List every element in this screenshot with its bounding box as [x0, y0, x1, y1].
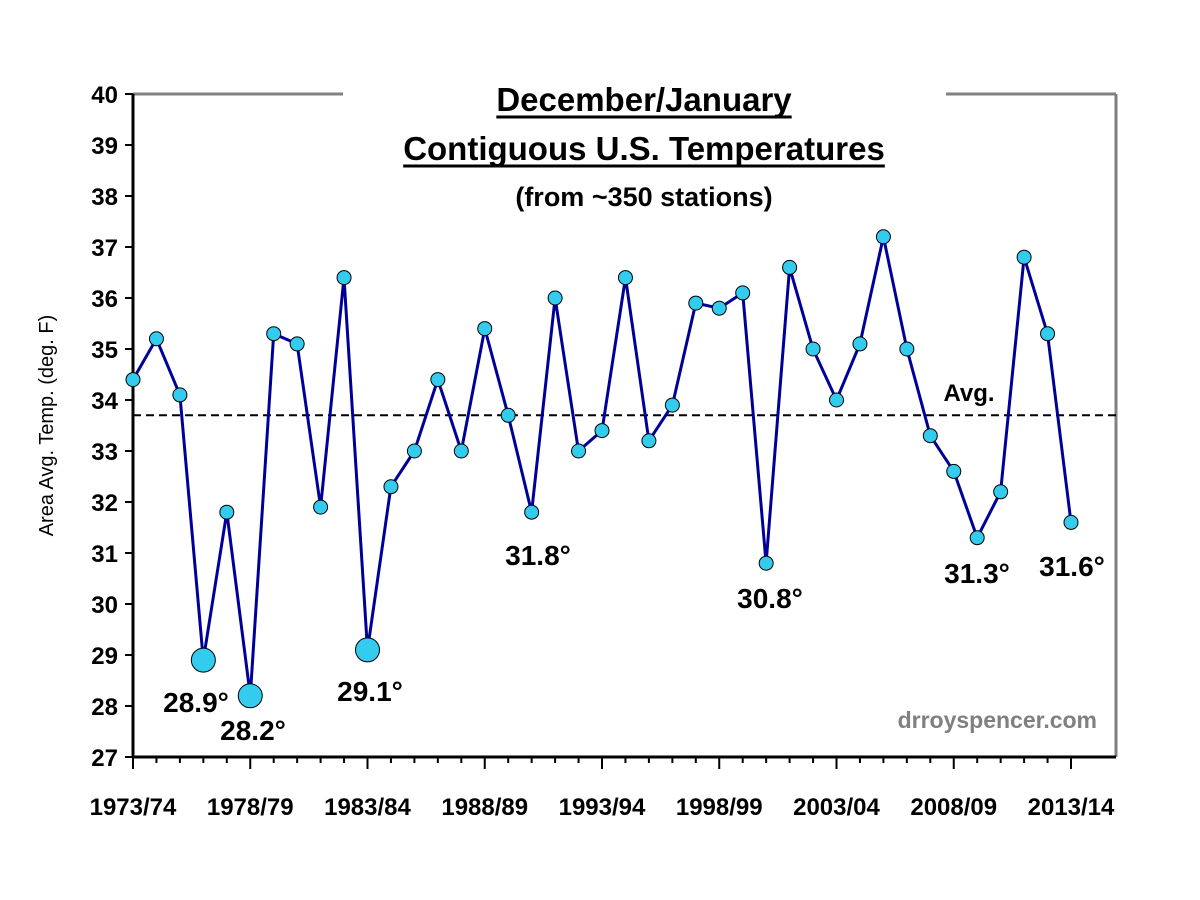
data-point	[1063, 514, 1079, 530]
point-annotation: 31.3°	[944, 558, 1010, 589]
annotations: 28.9°28.2° 29.1° 31.8° 30.8° 31.3° 31.6° drroy…	[163, 540, 1105, 746]
highlighted-point	[237, 683, 263, 709]
chart-subtitle: Contiguous U.S. Temperatures	[403, 130, 885, 167]
data-point	[758, 555, 774, 571]
data-point	[969, 530, 985, 546]
data-point	[852, 336, 868, 352]
data-point	[383, 479, 399, 495]
data-point	[453, 443, 469, 459]
point-annotation: 31.8°	[505, 540, 571, 571]
data-point	[805, 341, 821, 357]
y-tick-label: 29	[91, 643, 118, 670]
chart-title: December/January	[496, 81, 792, 118]
y-tick-label: 31	[91, 541, 118, 568]
point-annotation: 29.1°	[337, 676, 403, 707]
axes: 27 28 29 30 31 32 33 34 35 36 37 38 39 40 1973/74 1978/…	[36, 82, 1116, 821]
data-point	[782, 259, 798, 275]
y-tick-label: 32	[91, 490, 118, 517]
average-reference: Avg.	[133, 380, 1116, 417]
data-point	[172, 387, 188, 403]
data-point	[1016, 249, 1032, 265]
point-annotation: 31.6°	[1039, 551, 1105, 582]
x-tick-label: 1988/89	[441, 794, 528, 821]
highlighted-point	[190, 647, 216, 673]
y-axis-title: Area Avg. Temp. (deg. F)	[36, 315, 58, 537]
data-point	[617, 270, 633, 286]
data-point	[148, 331, 164, 347]
point-annotation: 30.8°	[737, 583, 803, 614]
data-point	[125, 372, 141, 388]
data-point	[336, 270, 352, 286]
chart-title-block: December/January Contiguous U.S. Temperat…	[403, 81, 885, 212]
x-tick-label: 1978/79	[207, 794, 294, 821]
data-point	[477, 321, 493, 337]
data-point	[1040, 326, 1056, 342]
data-point	[266, 326, 282, 342]
data-point	[547, 290, 563, 306]
y-tick-label: 38	[91, 184, 118, 211]
highlighted-point	[355, 637, 380, 663]
data-point	[875, 229, 891, 245]
data-point	[289, 336, 305, 352]
x-tick-label: 2013/14	[1028, 794, 1115, 821]
watermark-text: drroyspencer.com	[898, 707, 1097, 733]
y-tick-label: 36	[91, 286, 118, 313]
data-point	[524, 504, 540, 520]
data-point	[219, 504, 235, 520]
x-tick-label: 2008/09	[910, 794, 997, 821]
point-annotation: 28.2°	[220, 715, 286, 746]
temperature-series	[125, 229, 1079, 709]
data-point	[922, 428, 938, 444]
average-label: Avg.	[943, 380, 994, 407]
data-point	[688, 295, 704, 311]
data-point	[664, 397, 680, 413]
x-tick-label: 1973/74	[90, 794, 177, 821]
data-point	[829, 392, 844, 408]
data-point	[993, 484, 1009, 500]
x-tick-label: 2003/04	[793, 794, 880, 821]
data-point	[430, 372, 446, 388]
y-tick-label: 39	[91, 133, 118, 160]
y-tick-label: 27	[91, 745, 118, 772]
x-tick-label: 1993/94	[559, 794, 646, 821]
point-annotation: 28.9°	[163, 687, 229, 718]
series-line	[131, 235, 1073, 698]
y-tick-label: 28	[91, 694, 118, 721]
y-tick-label: 30	[91, 592, 118, 619]
x-tick-label: 1983/84	[324, 794, 411, 821]
y-tick-label: 35	[91, 337, 118, 364]
data-point	[946, 463, 962, 479]
chart-subtitle-stations: (from ~350 stations)	[515, 182, 772, 212]
y-tick-label: 33	[91, 439, 118, 466]
data-point	[406, 443, 422, 459]
data-point	[899, 341, 915, 357]
data-point	[500, 407, 516, 423]
y-tick-label: 40	[91, 82, 118, 109]
data-point	[735, 285, 751, 301]
data-point	[594, 423, 610, 439]
data-point	[571, 443, 587, 459]
data-point	[711, 300, 727, 316]
y-tick-label: 34	[91, 388, 118, 415]
x-tick-label: 1998/99	[676, 794, 763, 821]
plot-frame	[133, 92, 1118, 757]
data-point	[313, 499, 329, 515]
y-tick-label: 37	[91, 235, 118, 262]
data-point	[641, 433, 657, 449]
